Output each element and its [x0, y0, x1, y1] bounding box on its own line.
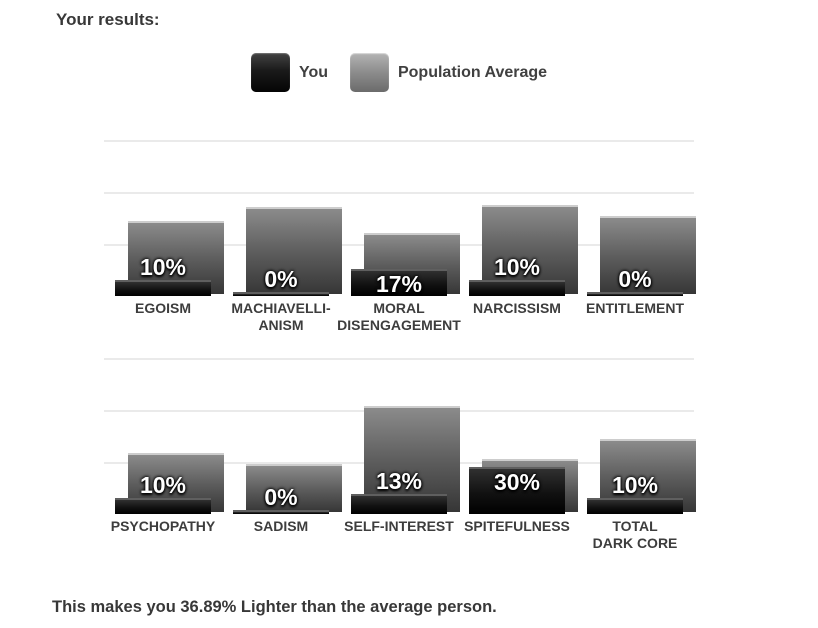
- gridline: [104, 140, 694, 142]
- you-bar-moral-disengagement: [351, 269, 447, 296]
- category-label-spitefulness: SPITEFULNESS: [464, 518, 570, 534]
- you-score-label-moral-disengagement: 17%: [375, 271, 423, 297]
- you-bar-narcissism: [469, 280, 565, 296]
- bar-group-container: 10% EGOISM 0% MACHIAVELLI- ANISM 17% MORAL DI…: [104, 140, 696, 333]
- bar-chart-row-1: 10% EGOISM 0% MACHIAVELLI- ANISM 17% MORAL DI…: [104, 140, 696, 333]
- category-label-machiavellianism: MACHIAVELLI- ANISM: [231, 300, 331, 333]
- category-label-total-dark-core: TOTAL DARK CORE: [592, 518, 678, 551]
- category-label-moral-disengagement: MORAL DISENGAGEMENT: [337, 300, 461, 333]
- bar-group-container: 10% PSYCHOPATHY 0% SADISM 13% SELF-INTEREST 30…: [104, 358, 696, 551]
- category-label-narcissism: NARCISSISM: [473, 300, 561, 316]
- you-score-label-total-dark-core: 10%: [611, 472, 659, 498]
- legend-you-label: You: [298, 63, 328, 81]
- category-label-sadism: SADISM: [253, 518, 309, 534]
- gridline: [104, 192, 694, 194]
- you-score-label-entitlement: 0%: [618, 266, 652, 292]
- category-label-entitlement: ENTITLEMENT: [586, 300, 684, 316]
- you-bar-self-interest: [351, 494, 447, 514]
- you-score-label-spitefulness: 30%: [493, 469, 541, 495]
- you-score-label-machiavellianism: 0%: [264, 266, 298, 292]
- you-bar-egoism: [115, 280, 211, 296]
- you-bar-psychopathy: [115, 498, 211, 514]
- you-bar-spitefulness: [469, 467, 565, 514]
- you-bar-total-dark-core: [587, 498, 683, 514]
- legend-population-average-label: Population Average: [397, 63, 548, 81]
- bar-group-machiavellianism: 0% MACHIAVELLI- ANISM: [222, 140, 342, 333]
- bar-group-spitefulness: 30% SPITEFULNESS: [458, 358, 578, 534]
- population-average-bar-narcissism: [482, 205, 578, 294]
- population-average-bar-entitlement: [600, 216, 696, 294]
- bar-group-moral-disengagement: 17% MORAL DISENGAGEMENT: [337, 140, 461, 333]
- you-score-label-psychopathy: 10%: [139, 472, 187, 498]
- population-average-bar-sadism: [246, 464, 342, 512]
- you-bar-sadism: [233, 510, 329, 514]
- bar-group-psychopathy: 10% PSYCHOPATHY: [104, 358, 224, 534]
- category-label-egoism: EGOISM: [134, 300, 191, 316]
- page-title: Your results:: [56, 10, 160, 29]
- gridline: [104, 358, 694, 360]
- bar-group-narcissism: 10% NARCISSISM: [458, 140, 578, 316]
- legend-item-you: You: [250, 53, 328, 92]
- bar-group-egoism: 10% EGOISM: [104, 140, 224, 316]
- you-bar-machiavellianism: [233, 292, 329, 296]
- results-summary: This makes you 36.89% Lighter than the a…: [52, 598, 497, 616]
- category-label-psychopathy: PSYCHOPATHY: [110, 518, 216, 534]
- category-label-self-interest: SELF-INTEREST: [344, 518, 454, 534]
- you-swatch-icon: [250, 53, 290, 92]
- population-average-swatch-icon: [349, 53, 389, 92]
- bar-group-sadism: 0% SADISM: [222, 358, 342, 534]
- you-score-label-sadism: 0%: [264, 484, 298, 510]
- population-average-bar-machiavellianism: [246, 207, 342, 294]
- chart-legend: You Population Average: [104, 53, 694, 92]
- bar-chart-row-2: 10% PSYCHOPATHY 0% SADISM 13% SELF-INTEREST 30…: [104, 358, 696, 551]
- bar-group-self-interest: 13% SELF-INTEREST: [340, 358, 460, 534]
- legend-item-population-average: Population Average: [349, 53, 548, 92]
- bar-group-entitlement: 0% ENTITLEMENT: [576, 140, 696, 316]
- you-score-label-self-interest: 13%: [375, 468, 423, 494]
- bar-group-total-dark-core: 10% TOTAL DARK CORE: [576, 358, 696, 551]
- you-score-label-egoism: 10%: [139, 254, 187, 280]
- you-bar-entitlement: [587, 292, 683, 296]
- you-score-label-narcissism: 10%: [493, 254, 541, 280]
